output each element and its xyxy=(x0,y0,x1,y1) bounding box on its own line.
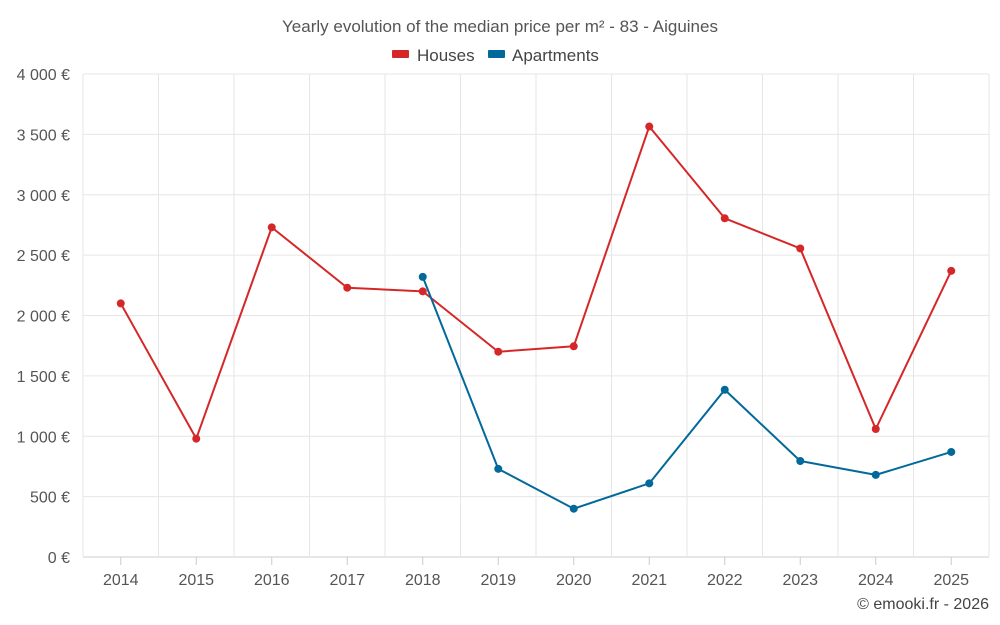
data-point-apartments xyxy=(947,447,956,456)
legend-label-apartments: Apartments xyxy=(512,46,599,65)
data-point-houses xyxy=(720,214,729,223)
x-tick-label: 2018 xyxy=(405,572,441,589)
data-point-apartments xyxy=(645,479,654,488)
y-tick-label: 500 € xyxy=(30,490,70,507)
credit-text: © emooki.fr - 2026 xyxy=(857,596,989,613)
data-point-apartments xyxy=(871,470,880,479)
y-tick-label: 2 500 € xyxy=(17,248,70,265)
x-tick-label: 2022 xyxy=(707,572,743,589)
legend: Houses Apartments xyxy=(392,46,599,65)
series-layer xyxy=(116,122,956,513)
x-tick-label: 2019 xyxy=(480,572,516,589)
x-axis-ticks: 2014 2015 2016 2017 2018 2019 2020 2021 2022 2023… xyxy=(103,557,969,589)
y-tick-label: 2 000 € xyxy=(17,309,70,326)
data-point-apartments xyxy=(720,385,729,394)
series-apartments xyxy=(418,272,956,513)
data-point-houses xyxy=(418,287,427,296)
data-point-houses xyxy=(645,122,654,131)
y-tick-label: 4 000 € xyxy=(17,67,70,84)
data-point-houses xyxy=(871,425,880,434)
series-houses xyxy=(116,122,956,443)
data-point-houses xyxy=(494,347,503,356)
x-tick-label: 2025 xyxy=(933,572,969,589)
y-tick-label: 1 000 € xyxy=(17,429,70,446)
data-point-apartments xyxy=(796,457,805,466)
y-tick-label: 3 500 € xyxy=(17,127,70,144)
x-tick-label: 2024 xyxy=(858,572,894,589)
x-tick-label: 2015 xyxy=(178,572,214,589)
y-tick-label: 1 500 € xyxy=(17,369,70,386)
legend-swatch-apartments xyxy=(488,50,505,58)
x-tick-label: 2020 xyxy=(556,572,592,589)
legend-label-houses: Houses xyxy=(417,46,475,65)
y-tick-label: 0 € xyxy=(48,550,70,567)
data-point-houses xyxy=(116,299,125,308)
data-point-houses xyxy=(947,266,956,275)
data-point-apartments xyxy=(418,272,427,281)
data-point-apartments xyxy=(494,464,503,473)
y-tick-label: 3 000 € xyxy=(17,188,70,205)
data-point-apartments xyxy=(569,504,578,513)
series-line-houses xyxy=(119,125,953,440)
data-point-houses xyxy=(569,342,578,351)
data-point-houses xyxy=(267,223,276,232)
chart-title: Yearly evolution of the median price per… xyxy=(282,17,718,36)
x-tick-label: 2014 xyxy=(103,572,139,589)
data-point-houses xyxy=(192,434,201,443)
x-gridlines xyxy=(82,74,990,557)
x-tick-label: 2016 xyxy=(254,572,290,589)
legend-swatch-houses xyxy=(392,50,409,58)
x-tick-label: 2023 xyxy=(782,572,818,589)
data-point-houses xyxy=(343,283,352,292)
y-axis-ticks: 0 € 500 € 1 000 € 1 500 € 2 000 € 2 500 € 3 00… xyxy=(17,67,70,567)
x-tick-label: 2021 xyxy=(631,572,667,589)
x-tick-label: 2017 xyxy=(329,572,365,589)
data-point-houses xyxy=(796,244,805,253)
series-line-apartments xyxy=(421,276,952,510)
